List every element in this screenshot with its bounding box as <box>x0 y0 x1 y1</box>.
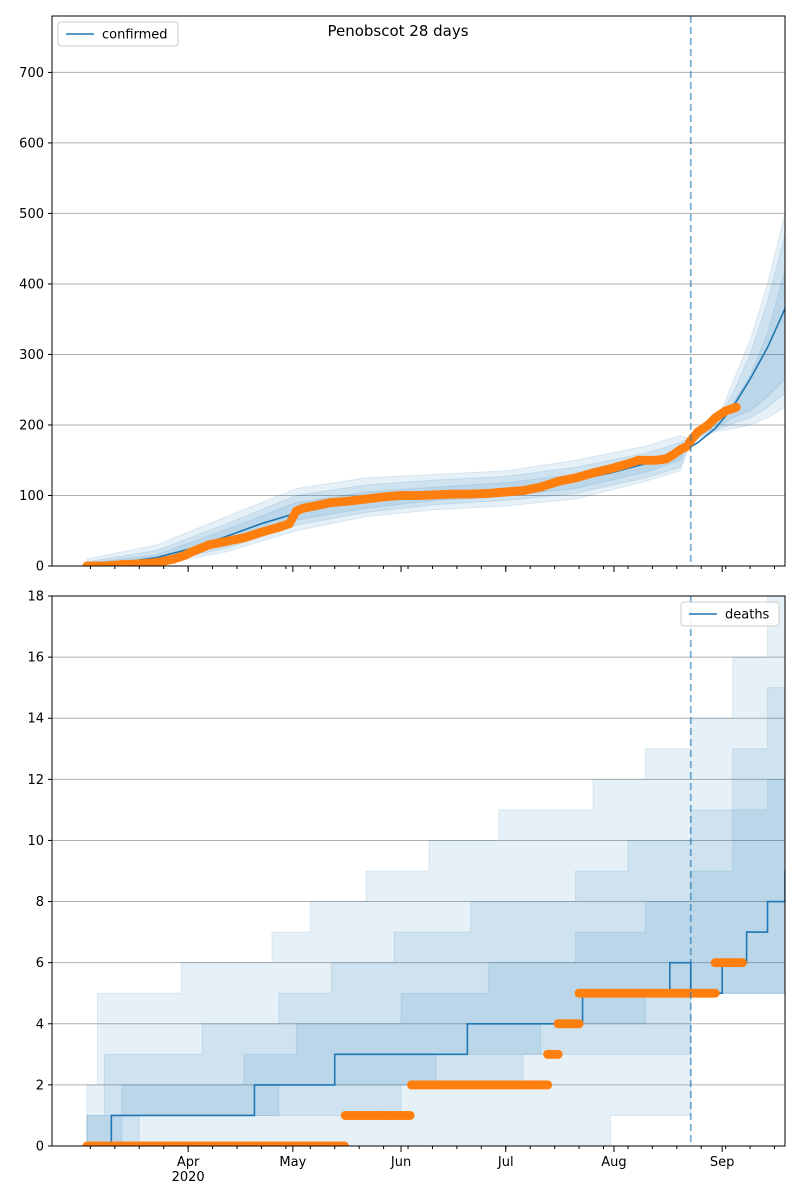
y-tick-label: 2 <box>36 1078 44 1093</box>
y-tick-label: 14 <box>27 712 44 727</box>
x-tick-label: Sep <box>710 1155 735 1170</box>
panel-1: 0 100 200 300 400 500 600 700 Penobscot 28 days c… <box>19 15 786 575</box>
y-tick-label: 4 <box>36 1017 44 1032</box>
y-tick-label: 12 <box>27 773 44 788</box>
y-tick-label: 6 <box>36 956 44 971</box>
observed-point <box>543 1080 553 1090</box>
fit-line-deaths <box>86 870 785 1146</box>
observed-point <box>340 1141 350 1146</box>
y-tick-label: 10 <box>27 834 44 849</box>
observed-point <box>574 1019 584 1029</box>
fit-line-confirmed <box>86 306 785 566</box>
x-tick-label: Apr <box>177 1155 200 1170</box>
observed-point <box>731 402 741 412</box>
confidence-band-2 <box>86 232 785 566</box>
x-tick-label: Jul <box>497 1155 514 1170</box>
observed-point <box>553 1049 563 1059</box>
confidence-band-3 <box>86 268 785 566</box>
observed-point <box>405 1110 415 1120</box>
legend: confirmed <box>57 21 179 47</box>
y-tick-label: 8 <box>36 895 44 910</box>
x-tick-label: May <box>279 1155 306 1170</box>
y-tick-label: 200 <box>19 418 44 433</box>
confidence-band-3 <box>86 778 785 1146</box>
chart-title: Penobscot 28 days <box>327 22 468 40</box>
y-tick-label: 100 <box>19 489 44 504</box>
axes-frame <box>51 595 786 1147</box>
legend-box <box>680 601 780 627</box>
y-tick-label: 18 <box>27 590 44 605</box>
x-tick-sublabel: 2020 <box>172 1170 205 1185</box>
observed-point <box>737 958 747 968</box>
y-tick-label: 0 <box>36 560 44 575</box>
y-tick-label: 400 <box>19 277 44 292</box>
y-tick-label: 16 <box>27 651 44 666</box>
y-tick-label: 600 <box>19 136 44 151</box>
y-tick-label: 300 <box>19 348 44 363</box>
legend: deaths <box>680 601 780 627</box>
legend-box <box>57 21 179 47</box>
x-tick-label: Aug <box>601 1155 626 1170</box>
legend-label: confirmed <box>102 28 168 43</box>
axes-frame <box>51 15 786 567</box>
confidence-band-1 <box>86 210 785 566</box>
plot-area <box>82 210 785 566</box>
confidence-band-2 <box>86 687 785 1146</box>
x-tick-label: Jun <box>390 1155 411 1170</box>
y-tick-label: 700 <box>19 66 44 81</box>
y-tick-label: 500 <box>19 207 44 222</box>
plot-area <box>82 596 785 1146</box>
legend-label: deaths <box>725 608 770 623</box>
observed-point <box>710 988 720 998</box>
y-tick-label: 0 <box>36 1140 44 1155</box>
